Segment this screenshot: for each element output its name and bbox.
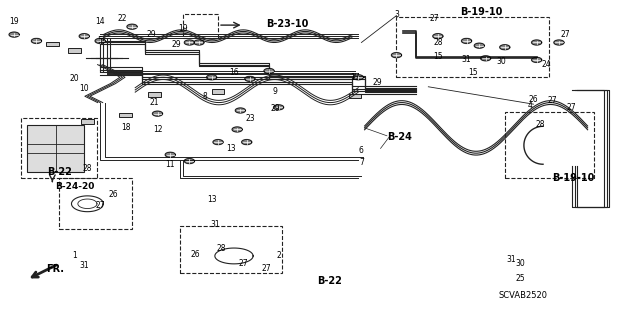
Text: 21: 21 [150,98,159,107]
Text: 6: 6 [359,145,364,154]
Text: 22: 22 [118,14,127,23]
Text: 25: 25 [516,274,525,283]
Polygon shape [213,140,223,145]
Text: 31: 31 [210,220,220,229]
Polygon shape [264,69,274,73]
Text: 10: 10 [79,84,89,93]
Polygon shape [273,105,284,110]
Text: B-24-20: B-24-20 [56,182,95,191]
Text: B-24: B-24 [387,132,412,142]
Polygon shape [433,33,443,39]
Text: 29: 29 [372,78,382,86]
Text: 30: 30 [516,259,525,268]
Text: 28: 28 [216,243,226,253]
Text: 29: 29 [147,30,156,39]
Text: B-19-10: B-19-10 [552,174,595,183]
Text: 24: 24 [541,60,551,69]
Text: 12: 12 [153,125,163,134]
Text: 27: 27 [261,264,271,273]
Text: 30: 30 [497,57,506,66]
Text: B-22: B-22 [317,276,342,286]
Text: 28: 28 [433,38,443,47]
Bar [46,42,59,46]
Polygon shape [236,108,246,113]
Polygon shape [127,24,137,29]
Text: 15: 15 [468,68,477,77]
Polygon shape [152,111,163,116]
Polygon shape [31,38,42,43]
Polygon shape [353,75,364,80]
Polygon shape [532,40,541,45]
Text: 26: 26 [529,95,538,104]
Polygon shape [461,38,472,43]
Text: B-23-10: B-23-10 [266,19,308,28]
Text: 28: 28 [83,165,92,174]
Text: 27: 27 [239,259,248,268]
Bar [212,89,225,94]
Polygon shape [232,127,243,132]
Bar [148,93,161,97]
Text: 31: 31 [461,56,472,64]
Polygon shape [9,32,19,37]
Text: B-22: B-22 [47,167,72,177]
Text: 13: 13 [207,195,216,204]
Polygon shape [500,45,510,50]
Polygon shape [392,53,401,58]
Bar [81,119,94,124]
Polygon shape [474,43,484,48]
Polygon shape [481,56,491,61]
Text: 5: 5 [98,36,102,45]
Text: 3: 3 [394,10,399,19]
Text: 23: 23 [245,114,255,123]
Text: 1: 1 [72,251,77,260]
Text: 27: 27 [567,103,577,112]
Text: 8: 8 [203,92,207,101]
Polygon shape [165,152,175,157]
Text: FR.: FR. [46,263,64,274]
Text: 19: 19 [178,24,188,33]
Polygon shape [532,57,541,63]
Text: 26: 26 [108,190,118,199]
Text: 18: 18 [121,123,131,132]
Text: 19: 19 [10,18,19,26]
Text: 4: 4 [528,101,532,110]
Bar [68,48,81,53]
Polygon shape [184,159,195,164]
Text: 11: 11 [166,160,175,169]
Polygon shape [95,38,105,43]
Text: 20: 20 [70,74,79,83]
Text: 9: 9 [273,87,278,96]
Text: 2: 2 [276,251,281,260]
Text: 28: 28 [535,120,545,129]
Text: 17: 17 [350,73,360,82]
Text: 27: 27 [95,201,105,210]
Polygon shape [79,33,90,39]
Text: 27: 27 [561,30,570,39]
Text: 14: 14 [95,18,105,26]
Text: 29: 29 [172,40,181,48]
Text: 7: 7 [359,158,364,167]
Text: 31: 31 [79,261,89,270]
Text: SCVAB2520: SCVAB2520 [499,291,547,300]
Bar [119,113,132,117]
Polygon shape [245,76,255,81]
Text: 16: 16 [229,68,239,77]
Text: 27: 27 [548,97,557,106]
Polygon shape [554,40,564,45]
Text: 13: 13 [226,144,236,153]
Polygon shape [184,40,195,45]
Text: 27: 27 [430,14,440,23]
Text: 31: 31 [506,255,516,263]
Text: 26: 26 [191,250,200,259]
FancyBboxPatch shape [27,125,84,172]
Text: 15: 15 [433,52,443,61]
Polygon shape [207,75,217,80]
Text: 29: 29 [271,104,280,113]
Text: B-19-10: B-19-10 [460,7,502,18]
Polygon shape [194,40,204,45]
Polygon shape [242,140,252,145]
Bar [349,94,362,99]
